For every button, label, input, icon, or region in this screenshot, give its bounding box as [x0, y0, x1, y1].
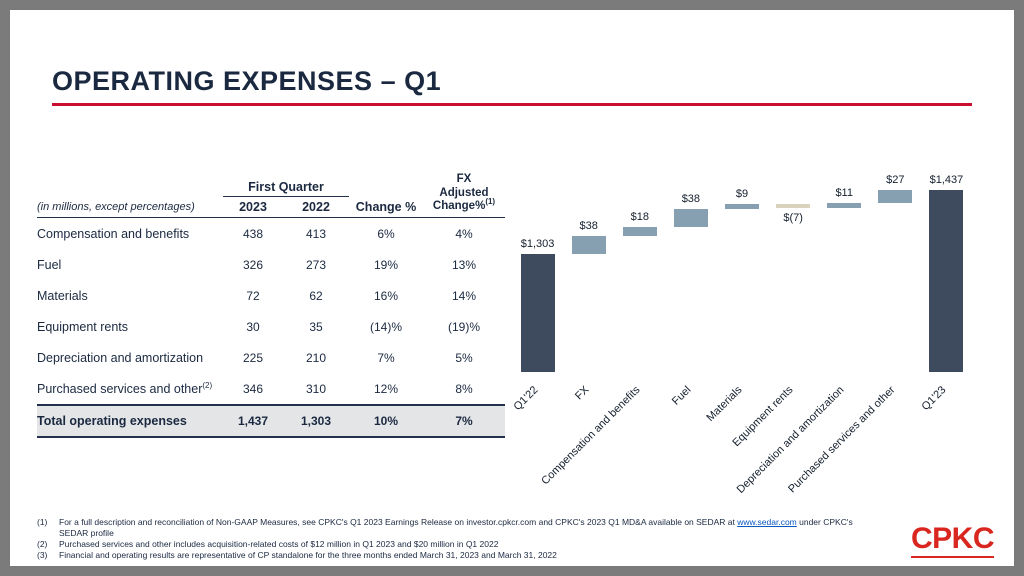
table-row: Materials 72 62 16% 14%	[37, 280, 505, 311]
footnote-text: For a full description and reconciliatio…	[59, 517, 853, 538]
value-change: (14)%	[369, 319, 402, 334]
value-2023: 72	[246, 288, 260, 303]
value-2023: 438	[242, 226, 264, 241]
value-2022: 310	[305, 381, 327, 396]
sedar-link[interactable]: www.sedar.com	[737, 517, 797, 527]
value-2023: 30	[246, 319, 260, 334]
value-2022: 35	[309, 319, 323, 334]
page-title: OPERATING EXPENSES – Q1	[52, 66, 442, 96]
waterfall-bar	[571, 235, 606, 254]
bar-value-label: $38	[681, 192, 701, 205]
footnote-1: (1) For a full description and reconcili…	[37, 517, 867, 539]
value-fx-change: (19)%	[447, 319, 480, 334]
footnote-2: (2) Purchased services and other include…	[37, 539, 867, 550]
table-row: Equipment rents 30 35 (14)% (19)%	[37, 311, 505, 342]
value-fx-change: 8%	[455, 381, 473, 396]
value-change: 19%	[373, 257, 399, 272]
table-header: (in millions, except percentages) First …	[37, 168, 505, 218]
operating-expenses-table: (in millions, except percentages) First …	[37, 168, 505, 438]
value-fx-change: 13%	[451, 257, 477, 272]
value-fx-change: 4%	[455, 226, 473, 241]
footnote-3: (3) Financial and operating results are …	[37, 550, 867, 561]
footnote-text: Financial and operating results are repr…	[59, 550, 557, 560]
bar-value-label: $1,437	[929, 173, 964, 186]
value-2022: 62	[309, 288, 323, 303]
waterfall-bar	[827, 202, 862, 208]
waterfall-chart: $1,303 Q1'22 $38 FX $18 Compensation and bene…	[511, 158, 972, 523]
value-2023: 225	[242, 350, 264, 365]
waterfall-bar	[878, 189, 913, 203]
fx-header-line3: Change%(1)	[432, 197, 496, 213]
table-row: Compensation and benefits 438 413 6% 4%	[37, 218, 505, 249]
footnote-text: Purchased services and other includes ac…	[59, 539, 499, 549]
total-fx-change: 7%	[455, 414, 473, 428]
footnote-number: (1)	[37, 517, 48, 527]
slide: OPERATING EXPENSES – Q1 (in millions, ex…	[10, 10, 1014, 566]
footnote-number: (2)	[37, 539, 48, 549]
value-change: 12%	[373, 381, 399, 396]
row-label: Purchased services and other(2)	[37, 380, 213, 396]
row-label: Fuel	[37, 257, 62, 272]
table-row: Fuel 326 273 19% 13%	[37, 249, 505, 280]
waterfall-bar	[520, 253, 555, 372]
footnote-number: (3)	[37, 550, 48, 560]
bar-value-label: $38	[579, 219, 598, 232]
first-quarter-group: First Quarter 2023 2022	[223, 180, 349, 214]
header-fx-adjusted-change: FX Adjusted Change%(1)	[423, 173, 505, 214]
waterfall-bar	[622, 227, 657, 236]
value-2022: 413	[305, 226, 327, 241]
title-underline-rule	[52, 103, 972, 106]
waterfall-bar	[673, 208, 708, 228]
cpkc-logo-rule	[910, 555, 994, 558]
waterfall-bar	[776, 204, 811, 208]
table-row: Depreciation and amortization 225 210 7%…	[37, 342, 505, 373]
total-2023: 1,437	[237, 414, 269, 428]
value-fx-change: 5%	[455, 350, 473, 365]
value-2022: 273	[305, 257, 327, 272]
bar-value-label: $18	[630, 211, 649, 224]
first-quarter-label: First Quarter	[223, 180, 349, 197]
header-2022: 2022	[302, 200, 330, 214]
waterfall-bar	[725, 204, 759, 209]
bar-value-label: $(7)	[783, 211, 803, 224]
value-2022: 210	[305, 350, 327, 365]
bar-value-label: $9	[735, 188, 749, 201]
footnotes: (1) For a full description and reconcili…	[37, 517, 867, 561]
fx-header-line1: FX	[456, 173, 472, 186]
row-label: Depreciation and amortization	[37, 350, 204, 365]
waterfall-bar	[929, 189, 964, 372]
cpkc-logo: CPKC	[910, 521, 995, 558]
value-2023: 346	[242, 381, 264, 396]
x-axis-label: Q1'23	[919, 384, 949, 414]
fx-header-line2: Adjusted	[439, 186, 489, 199]
value-change: 16%	[373, 288, 399, 303]
year-headers: 2023 2022	[223, 197, 349, 214]
cpkc-logo-text: CPKC	[910, 521, 995, 555]
table-total-row: Total operating expenses 1,437 1,303 10%…	[37, 404, 505, 438]
header-change-pct: Change %	[355, 200, 417, 214]
value-2023: 326	[242, 257, 264, 272]
value-change: 7%	[377, 350, 395, 365]
value-fx-change: 14%	[451, 288, 477, 303]
total-2022: 1,303	[300, 414, 332, 428]
bar-value-label: $11	[835, 186, 853, 199]
table-row: Purchased services and other(2) 346 310 …	[37, 373, 505, 404]
units-note: (in millions, except percentages)	[37, 201, 195, 213]
total-change: 10%	[373, 414, 399, 428]
header-2023: 2023	[239, 200, 267, 214]
bar-value-label: $1,303	[520, 237, 555, 250]
bar-value-label: $27	[886, 173, 905, 186]
row-label: Compensation and benefits	[37, 226, 190, 241]
total-label: Total operating expenses	[37, 414, 187, 428]
row-label: Materials	[37, 288, 88, 303]
value-change: 6%	[377, 226, 395, 241]
row-label: Equipment rents	[37, 319, 129, 334]
